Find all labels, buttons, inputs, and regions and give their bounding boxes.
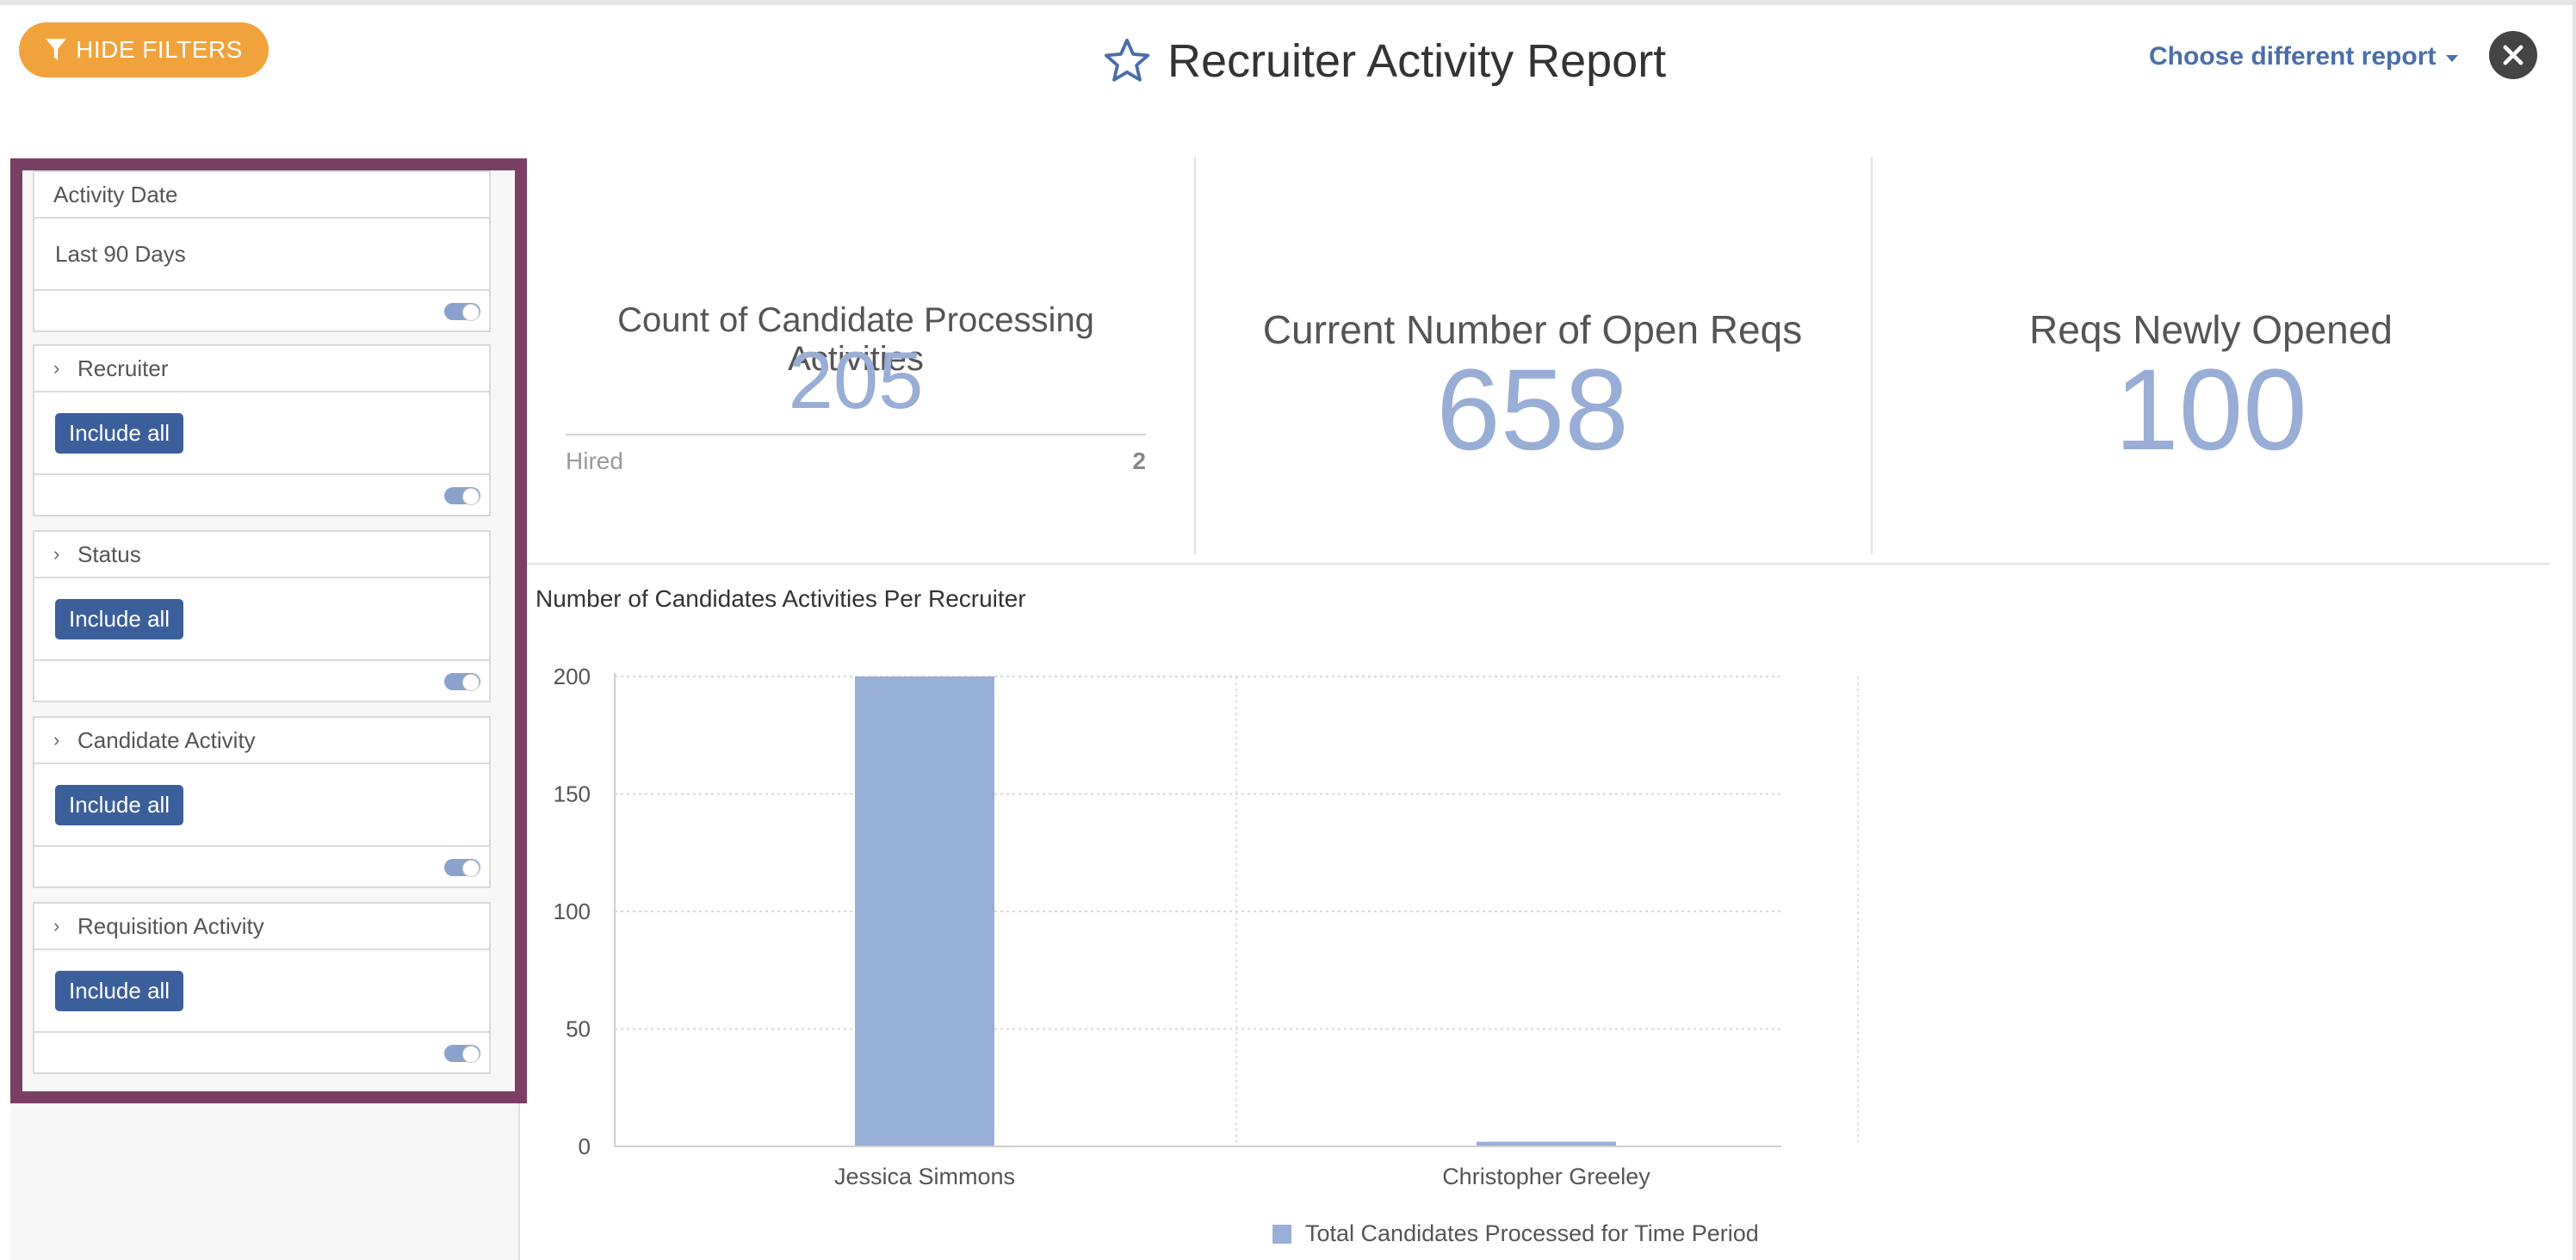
kpi-hired-label: Hired: [566, 448, 623, 474]
filter-label: Activity Date: [53, 181, 178, 207]
kpi-candidate-processing-label: Count of Candidate Processing Activities: [617, 301, 1094, 378]
hide-filters-label: HIDE FILTERS: [76, 36, 243, 63]
right-border: [2573, 0, 2576, 1260]
legend-label: Total Candidates Processed for Time Peri…: [1305, 1220, 1759, 1246]
hide-filters-button[interactable]: HIDE FILTERS: [19, 22, 269, 77]
filter-toggle[interactable]: [444, 859, 480, 877]
filter-activity-date: Activity Date Last 90 Days: [33, 170, 491, 332]
filter-status: › Status Include all: [33, 530, 491, 702]
chevron-right-icon: ›: [53, 729, 60, 750]
chevron-right-icon: ›: [53, 357, 60, 379]
bar: [1477, 1141, 1616, 1146]
filter-value: Last 90 Days: [55, 240, 186, 267]
kpi-divider: [1871, 157, 1873, 554]
filter-footer: [34, 475, 489, 515]
kpi-newly-opened-label: Reqs Newly Opened: [2029, 307, 2393, 352]
filter-toggle[interactable]: [444, 303, 480, 321]
filter-value-area: Include all: [34, 950, 489, 1033]
y-tick-label: 200: [554, 664, 591, 689]
filter-icon: [46, 39, 66, 60]
filter-header[interactable]: Activity Date: [34, 172, 489, 219]
bar-chart: 0 50 100 150 200 Jessica Simmons Christopher G…: [554, 664, 2206, 1189]
bar: [2098, 1144, 2206, 1146]
close-button[interactable]: [2489, 31, 2537, 79]
include-all-button[interactable]: Include all: [55, 970, 184, 1011]
filter-header[interactable]: › Recruiter: [34, 346, 489, 392]
filter-footer: [34, 661, 489, 701]
choose-report-label: Choose different report: [2149, 42, 2437, 71]
include-all-button[interactable]: Include all: [55, 412, 184, 454]
kpi-open-reqs-value: 658: [1436, 346, 1629, 474]
kpi-hired-value: 2: [1132, 448, 1146, 474]
filter-toggle[interactable]: [444, 673, 480, 691]
filter-recruiter: › Recruiter Include all: [33, 344, 491, 516]
filter-label: Requisition Activity: [77, 912, 264, 939]
x-tick-label: Ky: [2154, 1164, 2182, 1189]
top-border: [0, 0, 2576, 5]
chart-legend[interactable]: Total Candidates Processed for Time Peri…: [1273, 1220, 1759, 1247]
kpi-divider-horizontal: [527, 563, 2550, 565]
report-title-area: Recruiter Activity Report: [1102, 31, 1666, 91]
chevron-right-icon: ›: [53, 915, 60, 936]
filter-candidate-activity: › Candidate Activity Include all: [33, 716, 491, 888]
filter-value-area: Include all: [34, 764, 489, 847]
x-tick-label: Christopher Greeley: [1442, 1164, 1650, 1189]
include-all-button[interactable]: Include all: [55, 598, 184, 639]
y-tick-label: 0: [579, 1133, 591, 1159]
filter-footer: [34, 1033, 489, 1072]
close-icon: [2503, 45, 2523, 65]
filter-label: Status: [77, 540, 141, 567]
filter-toggle[interactable]: [444, 1045, 480, 1063]
filter-footer: [34, 291, 489, 330]
filter-header[interactable]: › Candidate Activity: [34, 718, 489, 764]
page-title: Recruiter Activity Report: [1167, 35, 1667, 87]
filter-sidebar: [10, 160, 520, 1260]
y-tick-label: 100: [554, 899, 591, 924]
y-tick-label: 50: [566, 1016, 591, 1042]
kpi-sub-divider: [566, 434, 1146, 435]
kpi-divider: [1194, 157, 1196, 554]
filter-value-area: Include all: [34, 392, 489, 475]
kpi-newly-opened-value: 100: [2115, 346, 2307, 474]
filter-toggle[interactable]: [444, 487, 480, 505]
filter-label: Candidate Activity: [77, 726, 256, 753]
star-outline-icon[interactable]: [1102, 36, 1152, 86]
chevron-right-icon: ›: [53, 543, 60, 565]
include-all-button[interactable]: Include all: [55, 784, 184, 825]
filter-value-area: Include all: [34, 578, 489, 661]
kpi-candidate-processing-value: 205: [788, 335, 924, 425]
filter-sidebar-highlight: [10, 158, 527, 1103]
filter-footer: [34, 847, 489, 886]
legend-swatch: [1273, 1224, 1291, 1244]
choose-report-dropdown[interactable]: Choose different report: [2149, 40, 2459, 74]
kpi-open-reqs-label: Current Number of Open Reqs: [1262, 307, 1803, 352]
x-tick-label: Jessica Simmons: [834, 1164, 1015, 1189]
chart-title: Number of Candidates Activities Per Recr…: [536, 585, 1026, 612]
filter-label: Recruiter: [77, 355, 169, 381]
y-tick-label: 150: [554, 781, 591, 807]
filter-value-area[interactable]: Last 90 Days: [34, 219, 489, 291]
filter-header[interactable]: › Status: [34, 532, 489, 578]
filter-requisition-activity: › Requisition Activity Include all: [33, 902, 491, 1074]
bar: [855, 676, 994, 1146]
filter-header[interactable]: › Requisition Activity: [34, 904, 489, 950]
caret-down-icon: [2446, 55, 2459, 62]
